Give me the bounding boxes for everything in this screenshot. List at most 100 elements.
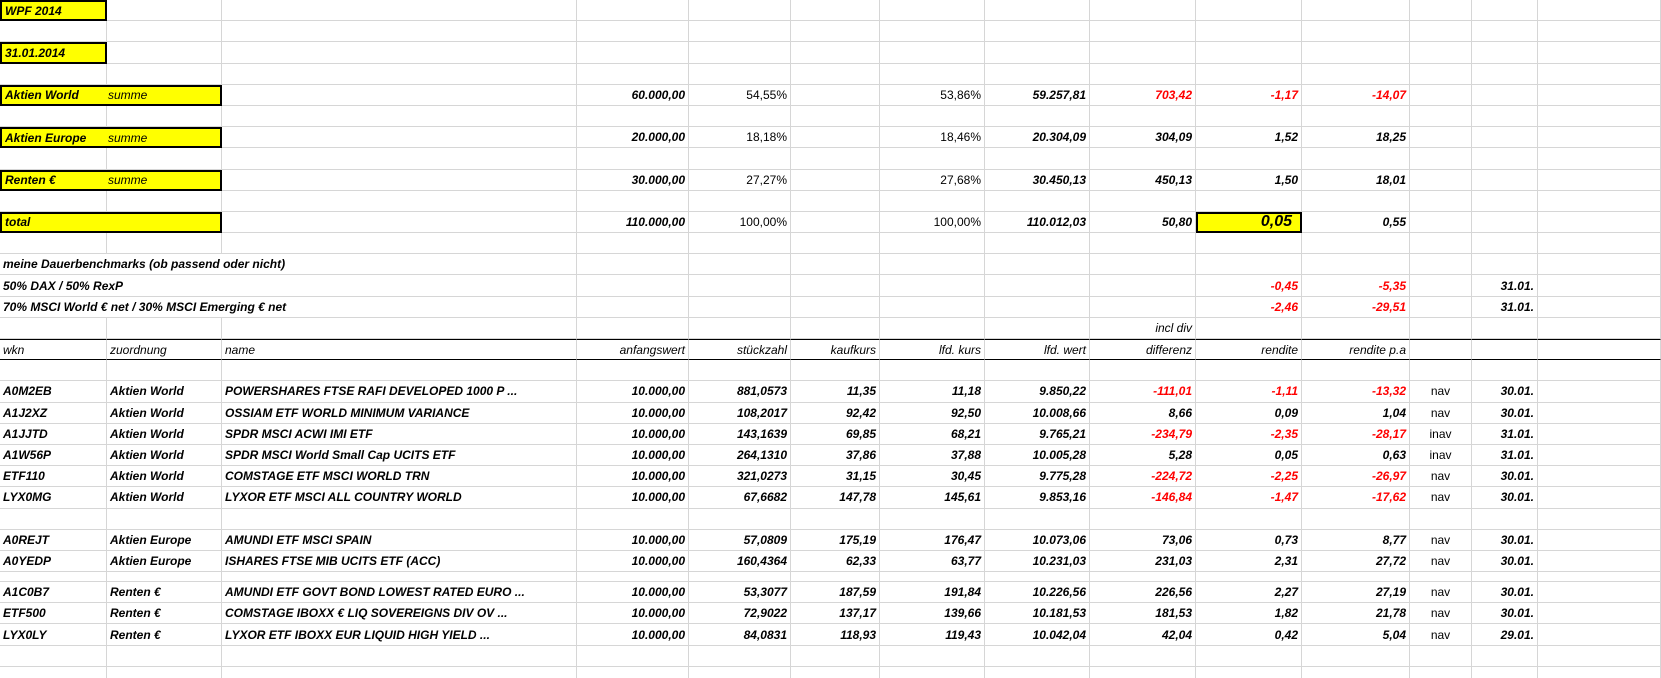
cell-kaufkurs[interactable]: 118,93 [791, 624, 880, 646]
summary-anfangswert[interactable]: 30.000,00 [577, 169, 689, 191]
summary-rendite[interactable]: 1,50 [1196, 169, 1302, 191]
cell-differenz[interactable]: 42,04 [1090, 624, 1196, 646]
cell-rendite-pa[interactable]: -26,97 [1302, 466, 1410, 488]
cell-stueckzahl[interactable]: 264,1310 [689, 444, 791, 467]
col-header-2[interactable]: name [222, 339, 577, 361]
summary-pct-current[interactable]: 53,86% [880, 84, 985, 106]
cell-nav-type[interactable]: inav [1410, 423, 1472, 445]
cell-wkn[interactable]: LYX0MG [0, 487, 107, 509]
summary-lfd-wert[interactable]: 59.257,81 [985, 84, 1090, 106]
cell-zuordnung[interactable]: Aktien World [107, 444, 222, 467]
cell-rendite-pa[interactable]: 27,72 [1302, 550, 1410, 573]
total-differenz[interactable]: 50,80 [1090, 211, 1196, 234]
cell-zuordnung[interactable]: Aktien World [107, 487, 222, 509]
summary-label-box[interactable]: Renten € summe [0, 169, 222, 191]
cell-differenz[interactable]: -234,79 [1090, 423, 1196, 445]
cell-stueckzahl[interactable]: 72,9022 [689, 603, 791, 625]
cell-nav-type[interactable]: nav [1410, 603, 1472, 625]
cell-rendite-pa[interactable]: -13,32 [1302, 381, 1410, 403]
cell-wkn[interactable]: A0M2EB [0, 381, 107, 403]
cell-name[interactable]: LYXOR ETF IBOXX EUR LIQUID HIGH YIELD ..… [222, 624, 577, 646]
cell-zuordnung[interactable]: Aktien World [107, 381, 222, 403]
cell-wkn[interactable]: A1J2XZ [0, 402, 107, 424]
cell-rendite[interactable]: 0,73 [1196, 529, 1302, 551]
cell-wkn[interactable]: A1JJTD [0, 423, 107, 445]
cell-lfd-kurs[interactable]: 63,77 [880, 550, 985, 573]
cell-name[interactable]: OSSIAM ETF WORLD MINIMUM VARIANCE [222, 402, 577, 424]
cell-nav-type[interactable]: nav [1410, 624, 1472, 646]
total-pct-start[interactable]: 100,00% [689, 211, 791, 234]
summary-pct-start[interactable]: 54,55% [689, 84, 791, 106]
cell-lfd-wert[interactable]: 9.853,16 [985, 487, 1090, 509]
cell-zuordnung[interactable]: Renten € [107, 582, 222, 604]
benchmark-label[interactable]: 50% DAX / 50% RexP [0, 275, 577, 297]
col-header-9[interactable]: rendite [1196, 339, 1302, 361]
cell-lfd-kurs[interactable]: 11,18 [880, 381, 985, 403]
total-rendite-highlight[interactable]: 0,05 [1196, 211, 1302, 234]
cell-rendite-pa[interactable]: 27,19 [1302, 582, 1410, 604]
col-header-7[interactable]: lfd. wert [985, 339, 1090, 361]
cell-anfangswert[interactable]: 10.000,00 [577, 444, 689, 467]
col-header-8[interactable]: differenz [1090, 339, 1196, 361]
cell-differenz[interactable]: 181,53 [1090, 603, 1196, 625]
summary-lfd-wert[interactable]: 30.450,13 [985, 169, 1090, 191]
cell-anfangswert[interactable]: 10.000,00 [577, 402, 689, 424]
summary-pct-start[interactable]: 18,18% [689, 127, 791, 149]
cell-nav-type[interactable]: nav [1410, 582, 1472, 604]
cell-stueckzahl[interactable]: 84,0831 [689, 624, 791, 646]
cell-kaufkurs[interactable]: 92,42 [791, 402, 880, 424]
col-header-10[interactable]: rendite p.a [1302, 339, 1410, 361]
cell-lfd-wert[interactable]: 10.231,03 [985, 550, 1090, 573]
cell-lfd-wert[interactable]: 10.073,06 [985, 529, 1090, 551]
cell-lfd-wert[interactable]: 9.850,22 [985, 381, 1090, 403]
cell-differenz[interactable]: 8,66 [1090, 402, 1196, 424]
total-anfangswert[interactable]: 110.000,00 [577, 211, 689, 234]
cell-anfangswert[interactable]: 10.000,00 [577, 624, 689, 646]
cell-differenz[interactable]: 231,03 [1090, 550, 1196, 573]
cell-anfangswert[interactable]: 10.000,00 [577, 529, 689, 551]
cell-date[interactable]: 30.01. [1472, 582, 1538, 604]
summary-pct-start[interactable]: 27,27% [689, 169, 791, 191]
summary-rendite-pa[interactable]: -14,07 [1302, 84, 1410, 106]
cell-zuordnung[interactable]: Aktien World [107, 466, 222, 488]
cell-wkn[interactable]: A0REJT [0, 529, 107, 551]
cell-stueckzahl[interactable]: 881,0573 [689, 381, 791, 403]
total-pct-current[interactable]: 100,00% [880, 211, 985, 234]
cell-name[interactable]: LYXOR ETF MSCI ALL COUNTRY WORLD [222, 487, 577, 509]
cell-nav-type[interactable]: nav [1410, 466, 1472, 488]
benchmark-label[interactable]: 70% MSCI World € net / 30% MSCI Emerging… [0, 296, 577, 318]
cell-kaufkurs[interactable]: 31,15 [791, 466, 880, 488]
summary-rendite[interactable]: -1,17 [1196, 84, 1302, 106]
cell-anfangswert[interactable]: 10.000,00 [577, 466, 689, 488]
cell-lfd-kurs[interactable]: 176,47 [880, 529, 985, 551]
total-lfd-wert[interactable]: 110.012,03 [985, 211, 1090, 234]
cell-lfd-kurs[interactable]: 68,21 [880, 423, 985, 445]
cell-date[interactable]: 31.01. [1472, 423, 1538, 445]
cell-stueckzahl[interactable]: 53,3077 [689, 582, 791, 604]
cell-nav-type[interactable]: nav [1410, 381, 1472, 403]
cell-kaufkurs[interactable]: 37,86 [791, 444, 880, 467]
cell-name[interactable]: POWERSHARES FTSE RAFI DEVELOPED 1000 P .… [222, 381, 577, 403]
total-rendite-pa[interactable]: 0,55 [1302, 211, 1410, 234]
cell-rendite-pa[interactable]: 0,63 [1302, 444, 1410, 467]
summary-anfangswert[interactable]: 20.000,00 [577, 127, 689, 149]
cell-lfd-wert[interactable]: 10.005,28 [985, 444, 1090, 467]
cell-kaufkurs[interactable]: 187,59 [791, 582, 880, 604]
cell-rendite[interactable]: 2,31 [1196, 550, 1302, 573]
cell-nav-type[interactable]: nav [1410, 487, 1472, 509]
cell-stueckzahl[interactable]: 67,6682 [689, 487, 791, 509]
cell-rendite-pa[interactable]: -28,17 [1302, 423, 1410, 445]
cell-date[interactable]: 30.01. [1472, 381, 1538, 403]
workbook-title[interactable]: WPF 2014 [0, 0, 107, 22]
cell-nav-type[interactable]: nav [1410, 550, 1472, 573]
col-header-6[interactable]: lfd. kurs [880, 339, 985, 361]
cell-lfd-wert[interactable]: 10.181,53 [985, 603, 1090, 625]
cell-rendite[interactable]: -2,25 [1196, 466, 1302, 488]
cell-wkn[interactable]: LYX0LY [0, 624, 107, 646]
cell-differenz[interactable]: 73,06 [1090, 529, 1196, 551]
cell-zuordnung[interactable]: Aktien World [107, 402, 222, 424]
cell-rendite[interactable]: 1,82 [1196, 603, 1302, 625]
cell-wkn[interactable]: A0YEDP [0, 550, 107, 573]
cell-rendite[interactable]: -1,11 [1196, 381, 1302, 403]
cell-kaufkurs[interactable]: 175,19 [791, 529, 880, 551]
